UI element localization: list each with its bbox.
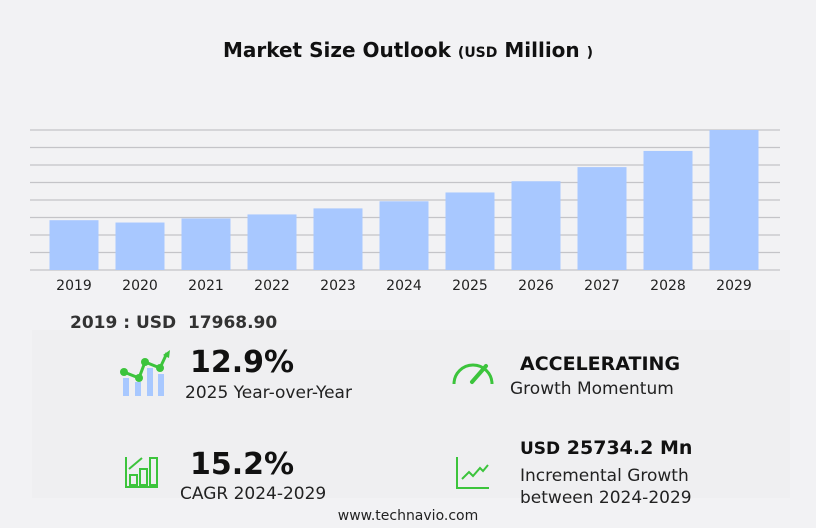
x-tick-label: 2025 xyxy=(452,278,488,294)
base-value-number: 17968.90 xyxy=(187,313,278,333)
bar-2023 xyxy=(313,208,363,270)
bar-2022 xyxy=(247,214,297,270)
bar-2026 xyxy=(511,181,561,270)
momentum-label: Growth Momentum xyxy=(510,379,674,399)
incremental-prefix: USD xyxy=(520,439,561,459)
base-value-label: 2019 : USD xyxy=(70,313,177,333)
stats-panel xyxy=(32,330,790,498)
title-unit-rest: Million xyxy=(504,38,580,62)
paren-close: ) xyxy=(586,45,594,61)
incremental-number: 25734.2 Mn xyxy=(566,437,693,459)
cagr-value: 15.2% xyxy=(190,447,295,482)
bar-2029 xyxy=(709,130,759,270)
bar-2024 xyxy=(379,201,429,270)
x-tick-label: 2028 xyxy=(650,278,686,294)
bar-2019 xyxy=(49,220,99,270)
momentum-value: ACCELERATING xyxy=(520,353,681,375)
x-tick-label: 2029 xyxy=(716,278,752,294)
x-tick-label: 2027 xyxy=(584,278,620,294)
incremental-label: Incremental Growth xyxy=(520,466,689,486)
bar-growth-icon xyxy=(125,457,158,488)
bar-2028 xyxy=(643,150,693,270)
x-tick-label: 2021 xyxy=(188,278,224,294)
bar-2025 xyxy=(445,192,495,270)
cagr-label: CAGR 2024-2029 xyxy=(180,484,327,504)
bar-2020 xyxy=(115,222,165,270)
chart-title: Market Size Outlook (USD Million ) xyxy=(0,38,816,62)
incremental-value: USD 25734.2 Mn xyxy=(520,437,692,459)
x-tick-label: 2022 xyxy=(254,278,290,294)
footer-url: www.technavio.com xyxy=(337,508,479,524)
title-unit: USD xyxy=(464,45,498,61)
x-tick-label: 2024 xyxy=(386,278,422,294)
x-tick-label: 2020 xyxy=(122,278,158,294)
x-tick-label: 2026 xyxy=(518,278,554,294)
base-value: 2019 : USD 17968.90 xyxy=(70,313,277,333)
bar-2027 xyxy=(577,167,627,270)
trend-chart-icon xyxy=(120,350,170,396)
title-main: Market Size Outlook xyxy=(222,38,451,62)
bar-2021 xyxy=(181,218,231,270)
paren-open: ( xyxy=(457,45,465,61)
speedometer-icon xyxy=(452,363,494,385)
line-growth-icon xyxy=(456,457,489,489)
incremental-period: between 2024-2029 xyxy=(520,488,692,508)
bar-chart: 2019 2020 2021 2022 2023 2024 2025 2026 2027 2028… xyxy=(30,129,780,294)
yoy-label: 2025 Year-over-Year xyxy=(185,383,352,403)
x-tick-label: 2019 xyxy=(56,278,92,294)
yoy-value: 12.9% xyxy=(190,345,295,380)
x-tick-label: 2023 xyxy=(320,278,356,294)
